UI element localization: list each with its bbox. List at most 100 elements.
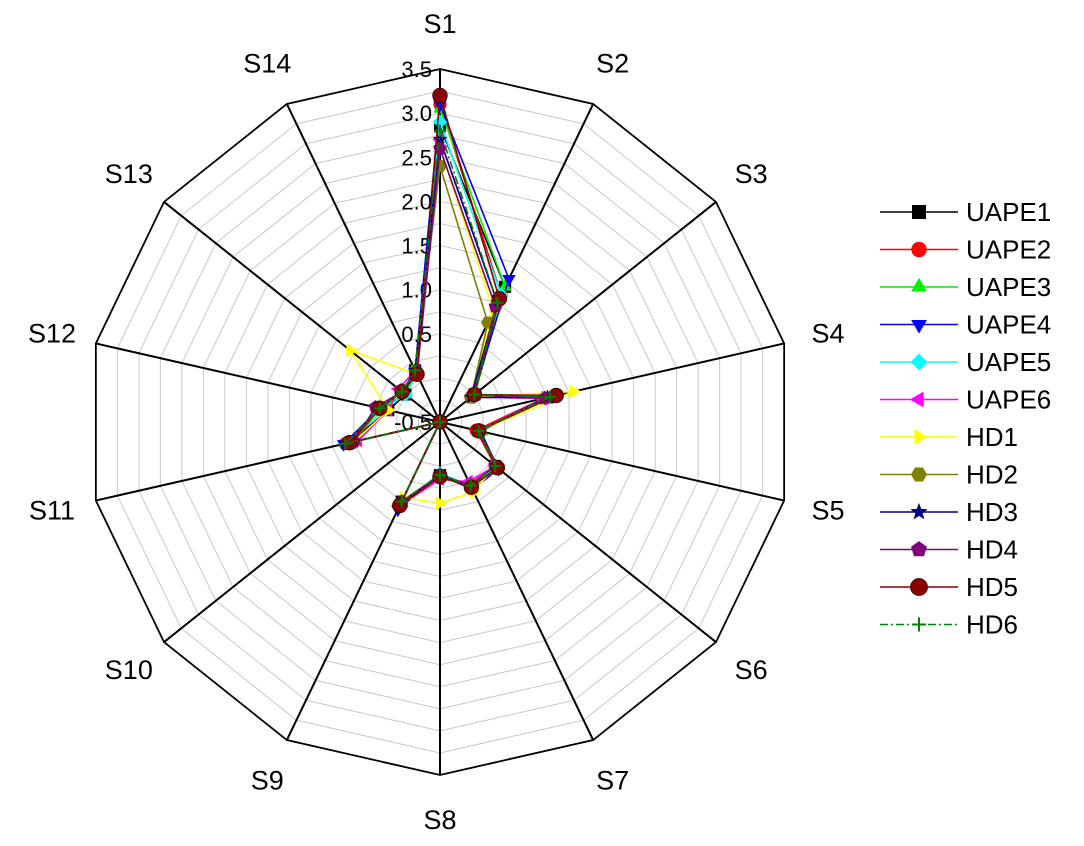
- axis-label-s1: S1: [423, 9, 456, 39]
- radial-tick-label: 0.5: [401, 322, 432, 347]
- radial-tick-label: 3.5: [401, 57, 432, 82]
- axis-label-s7: S7: [596, 766, 629, 796]
- legend-label: HD4: [966, 535, 1018, 565]
- series-line: [342, 130, 551, 504]
- legend-item-hd2: HD2: [880, 460, 1018, 490]
- legend-marker: [911, 541, 927, 557]
- legend-item-hd4: HD4: [880, 535, 1018, 565]
- data-point: [432, 131, 448, 146]
- series-uape6: [350, 132, 548, 513]
- axis-label-s8: S8: [423, 805, 456, 835]
- data-point: [436, 496, 448, 510]
- series-line: [352, 148, 549, 504]
- legend-item-uape6: UAPE6: [880, 385, 1051, 415]
- data-point: [395, 495, 408, 508]
- data-point: [339, 437, 352, 450]
- legend-label: UAPE3: [966, 272, 1051, 302]
- data-point: [384, 403, 397, 417]
- legend-label: HD2: [966, 460, 1018, 490]
- spoke-line: [439, 421, 717, 643]
- legend-item-hd3: HD3: [880, 497, 1018, 527]
- series-line: [355, 139, 544, 508]
- radial-tick-label: 2.0: [401, 189, 432, 214]
- data-point: [489, 460, 502, 473]
- legend-label: HD3: [966, 497, 1018, 527]
- series-hd6: [339, 124, 557, 508]
- data-point: [373, 402, 386, 415]
- data-point: [491, 296, 504, 309]
- data-point: [502, 274, 516, 287]
- legend-label: UAPE4: [966, 310, 1051, 340]
- data-point: [346, 343, 359, 358]
- legend-marker: [910, 502, 928, 520]
- legend-label: HD5: [966, 572, 1018, 602]
- legend-item-uape4: UAPE4: [880, 310, 1051, 340]
- legend-marker: [911, 241, 927, 258]
- legend-item-uape1: UAPE1: [880, 197, 1051, 227]
- legend-label: UAPE6: [966, 385, 1051, 415]
- legend-marker: [910, 467, 928, 482]
- legend-item-hd5: HD5: [880, 572, 1018, 602]
- data-point: [392, 497, 408, 514]
- series-uape5: [342, 114, 551, 513]
- data-point: [548, 387, 564, 404]
- data-point: [498, 279, 512, 291]
- axis-label-s5: S5: [812, 496, 845, 526]
- axis-label-s6: S6: [735, 655, 768, 685]
- axis-labels: S1 S2 S3 S4 S5 S6 S7 S8 S9 S10 S11 S12 S13 S14: [28, 9, 845, 835]
- data-point: [432, 114, 448, 130]
- legend-label: UAPE2: [966, 235, 1051, 265]
- axis-label-s13: S13: [105, 159, 153, 189]
- axis-label-s12: S12: [28, 318, 76, 348]
- legend-item-uape5: UAPE5: [880, 347, 1051, 377]
- legend-marker: [910, 578, 928, 596]
- axis-label-s10: S10: [105, 655, 153, 685]
- legend: UAPE1 UAPE2 UAPE3 UAPE4 UAPE5 UAPE6 HD1 HD2 HD3 H…: [880, 197, 1051, 640]
- data-point: [489, 459, 505, 476]
- legend-item-hd1: HD1: [880, 422, 1018, 452]
- axis-label-s4: S4: [812, 318, 845, 348]
- data-series: [336, 87, 582, 518]
- data-point: [432, 87, 448, 104]
- legend-label: UAPE1: [966, 197, 1051, 227]
- legend-marker: [911, 319, 927, 334]
- data-point: [434, 468, 446, 481]
- data-point: [434, 124, 446, 137]
- legend-marker: [911, 277, 927, 292]
- spoke-line: [439, 103, 595, 423]
- spoke-line: [439, 421, 785, 502]
- radial-tick-labels: -0.50.51.01.52.02.53.03.5: [394, 57, 432, 435]
- legend-item-uape2: UAPE2: [880, 235, 1051, 265]
- axis-label-s3: S3: [735, 159, 768, 189]
- data-point: [464, 479, 477, 492]
- data-point: [409, 366, 425, 382]
- spoke-line: [163, 421, 441, 643]
- spoke-line: [439, 201, 717, 423]
- axis-label-s9: S9: [251, 766, 284, 796]
- data-point: [472, 424, 485, 437]
- radial-tick-label: 1.0: [401, 278, 432, 303]
- data-point: [396, 385, 409, 398]
- legend-marker: [910, 353, 928, 371]
- axis-label-s14: S14: [243, 48, 291, 78]
- legend-marker: [912, 617, 926, 632]
- axis-label-s11: S11: [29, 496, 75, 526]
- series-uape3: [338, 100, 555, 510]
- legend-label: UAPE5: [966, 347, 1051, 377]
- radial-tick-label: 3.0: [401, 101, 432, 126]
- series-line: [347, 121, 544, 507]
- legend-marker: [912, 205, 926, 219]
- legend-marker: [914, 429, 929, 445]
- spoke-line: [163, 201, 441, 423]
- spoke-line: [439, 421, 595, 741]
- axis-label-s2: S2: [596, 48, 629, 78]
- radial-tick-label: 2.5: [401, 145, 432, 170]
- data-point: [433, 100, 447, 113]
- legend-label: HD1: [966, 422, 1018, 452]
- data-point: [434, 416, 446, 428]
- legend-item-hd6: HD6: [880, 610, 1018, 640]
- legend-marker: [909, 391, 924, 408]
- data-point: [569, 384, 582, 399]
- legend-label: HD6: [966, 610, 1018, 640]
